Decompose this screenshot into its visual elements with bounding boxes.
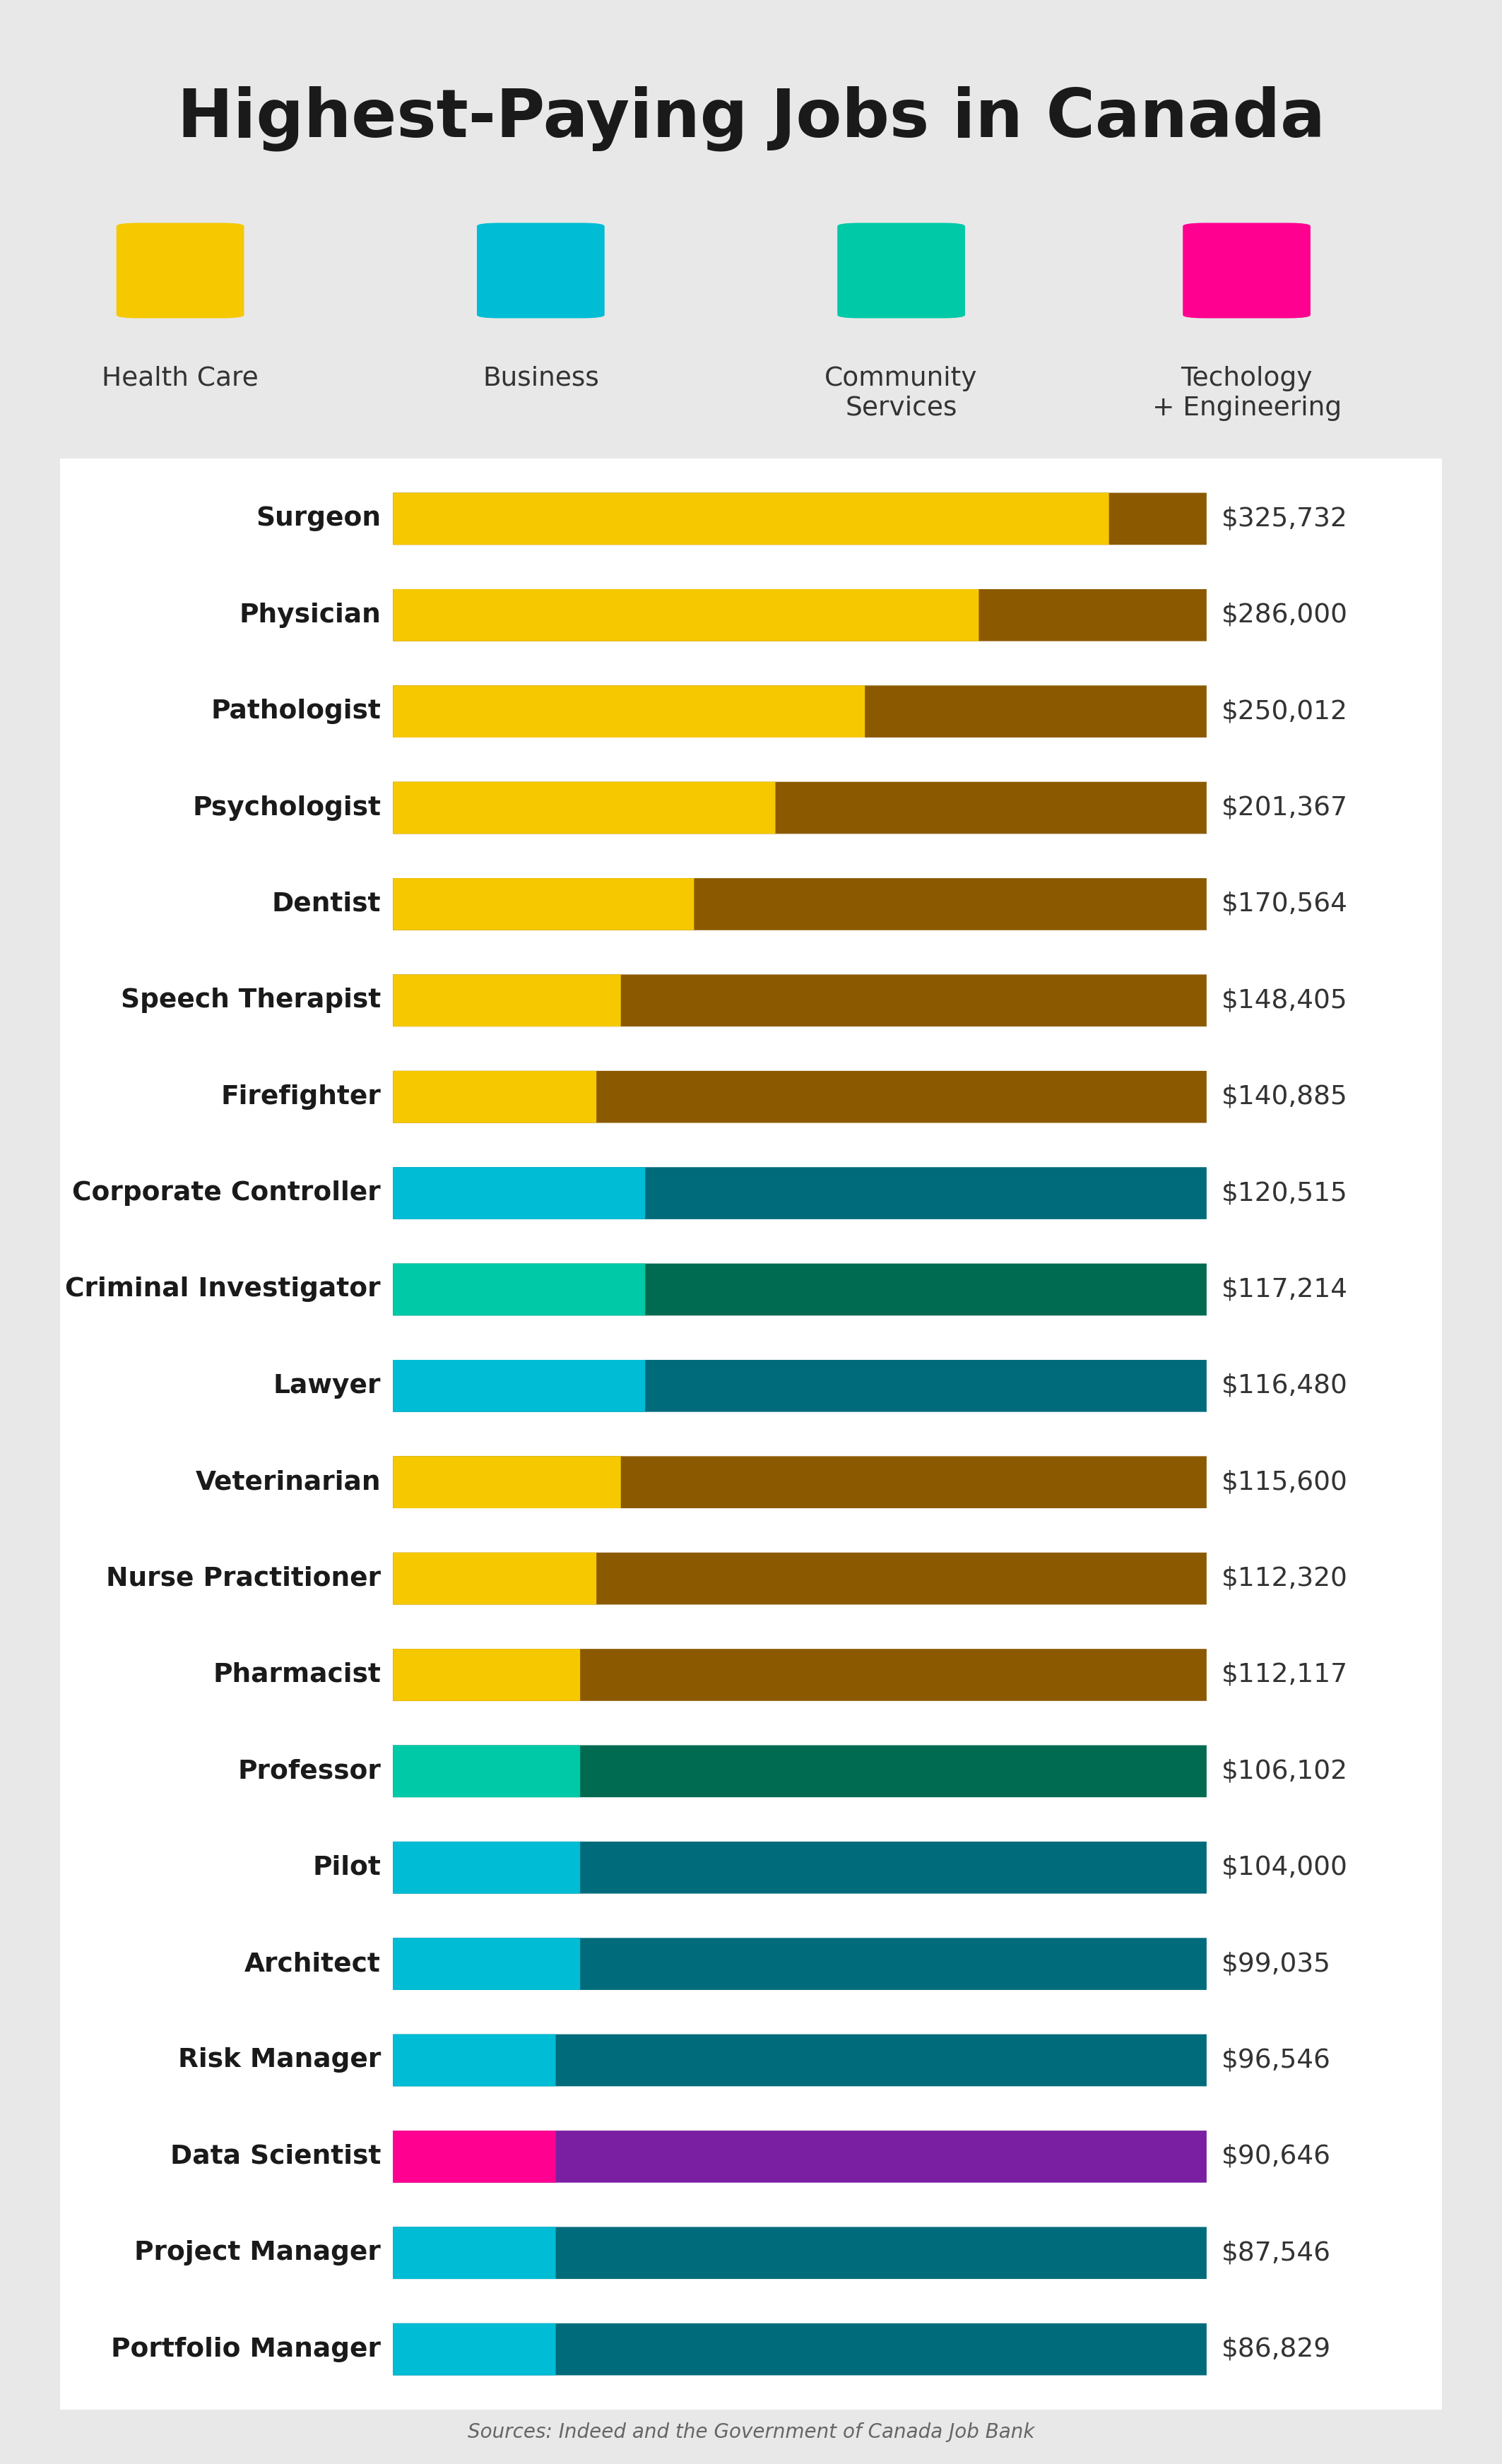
FancyBboxPatch shape [394, 877, 1206, 931]
FancyBboxPatch shape [394, 781, 1206, 833]
FancyBboxPatch shape [394, 2035, 556, 2087]
FancyBboxPatch shape [394, 973, 620, 1027]
Text: Data Scientist: Data Scientist [170, 2144, 382, 2168]
Text: Health Care: Health Care [102, 367, 258, 392]
Text: Risk Manager: Risk Manager [177, 2048, 382, 2072]
FancyBboxPatch shape [394, 1456, 1206, 1508]
Text: Project Manager: Project Manager [134, 2240, 382, 2267]
FancyBboxPatch shape [394, 1360, 646, 1412]
FancyBboxPatch shape [394, 1552, 1206, 1604]
FancyBboxPatch shape [117, 222, 243, 318]
Text: Community
Services: Community Services [825, 367, 978, 421]
Text: $112,117: $112,117 [1221, 1663, 1347, 1688]
Text: Physician: Physician [239, 601, 382, 628]
FancyBboxPatch shape [394, 1745, 1206, 1796]
FancyBboxPatch shape [394, 1841, 580, 1895]
FancyBboxPatch shape [394, 2227, 556, 2279]
Text: $201,367: $201,367 [1221, 796, 1347, 821]
FancyBboxPatch shape [394, 493, 1206, 545]
Text: Professor: Professor [237, 1759, 382, 1784]
FancyBboxPatch shape [394, 1552, 596, 1604]
Text: Corporate Controller: Corporate Controller [72, 1180, 382, 1205]
Text: Techology
+ Engineering: Techology + Engineering [1152, 367, 1341, 421]
Text: $286,000: $286,000 [1221, 601, 1347, 628]
FancyBboxPatch shape [394, 589, 1206, 641]
Text: $120,515: $120,515 [1221, 1180, 1347, 1205]
FancyBboxPatch shape [394, 1168, 646, 1220]
FancyBboxPatch shape [394, 493, 1108, 545]
FancyBboxPatch shape [394, 1648, 580, 1700]
FancyBboxPatch shape [394, 1072, 1206, 1124]
FancyBboxPatch shape [394, 877, 694, 931]
FancyBboxPatch shape [394, 1745, 580, 1796]
Text: Nurse Practitioner: Nurse Practitioner [107, 1565, 382, 1592]
Text: Veterinarian: Veterinarian [195, 1469, 382, 1496]
FancyBboxPatch shape [394, 685, 865, 737]
Text: Lawyer: Lawyer [273, 1372, 382, 1400]
Text: $115,600: $115,600 [1221, 1469, 1347, 1496]
Text: Pharmacist: Pharmacist [213, 1663, 382, 1688]
Text: Architect: Architect [245, 1951, 382, 1976]
FancyBboxPatch shape [394, 1072, 596, 1124]
Text: $96,546: $96,546 [1221, 2048, 1331, 2072]
Text: Criminal Investigator: Criminal Investigator [65, 1276, 382, 1303]
FancyBboxPatch shape [394, 973, 1206, 1027]
Text: $148,405: $148,405 [1221, 988, 1347, 1013]
FancyBboxPatch shape [50, 444, 1452, 2425]
FancyBboxPatch shape [1184, 222, 1310, 318]
FancyBboxPatch shape [394, 2131, 556, 2183]
FancyBboxPatch shape [476, 222, 604, 318]
Text: $117,214: $117,214 [1221, 1276, 1347, 1303]
Text: Surgeon: Surgeon [255, 505, 382, 532]
Text: Business: Business [482, 367, 599, 392]
Text: $112,320: $112,320 [1221, 1565, 1347, 1592]
Text: $99,035: $99,035 [1221, 1951, 1331, 1976]
Text: $87,546: $87,546 [1221, 2240, 1331, 2267]
FancyBboxPatch shape [394, 685, 1206, 737]
FancyBboxPatch shape [394, 1456, 620, 1508]
FancyBboxPatch shape [394, 2324, 556, 2375]
FancyBboxPatch shape [394, 1168, 1206, 1220]
FancyBboxPatch shape [838, 222, 964, 318]
FancyBboxPatch shape [394, 2227, 1206, 2279]
Text: $250,012: $250,012 [1221, 700, 1347, 724]
FancyBboxPatch shape [394, 2035, 1206, 2087]
Text: Firefighter: Firefighter [221, 1084, 382, 1109]
Text: Pathologist: Pathologist [210, 700, 382, 724]
FancyBboxPatch shape [394, 2131, 1206, 2183]
FancyBboxPatch shape [394, 589, 979, 641]
Text: Dentist: Dentist [272, 892, 382, 917]
Text: Psychologist: Psychologist [192, 796, 382, 821]
FancyBboxPatch shape [394, 1264, 646, 1316]
Text: $170,564: $170,564 [1221, 892, 1347, 917]
FancyBboxPatch shape [394, 1841, 1206, 1895]
Text: $325,732: $325,732 [1221, 505, 1347, 532]
Text: Pilot: Pilot [312, 1855, 382, 1880]
FancyBboxPatch shape [394, 1264, 1206, 1316]
Text: $104,000: $104,000 [1221, 1855, 1347, 1880]
Text: Portfolio Manager: Portfolio Manager [111, 2336, 382, 2363]
Text: Highest-Paying Jobs in Canada: Highest-Paying Jobs in Canada [177, 86, 1325, 150]
Text: Sources: Indeed and the Government of Canada Job Bank: Sources: Indeed and the Government of Ca… [467, 2422, 1035, 2442]
FancyBboxPatch shape [394, 1648, 1206, 1700]
FancyBboxPatch shape [394, 1937, 1206, 1991]
Text: Speech Therapist: Speech Therapist [120, 988, 382, 1013]
FancyBboxPatch shape [394, 781, 775, 833]
Text: $106,102: $106,102 [1221, 1759, 1347, 1784]
Text: $116,480: $116,480 [1221, 1372, 1347, 1400]
Text: $86,829: $86,829 [1221, 2336, 1331, 2363]
Text: $90,646: $90,646 [1221, 2144, 1331, 2168]
Text: $140,885: $140,885 [1221, 1084, 1347, 1109]
FancyBboxPatch shape [394, 1360, 1206, 1412]
FancyBboxPatch shape [394, 2324, 1206, 2375]
FancyBboxPatch shape [394, 1937, 580, 1991]
